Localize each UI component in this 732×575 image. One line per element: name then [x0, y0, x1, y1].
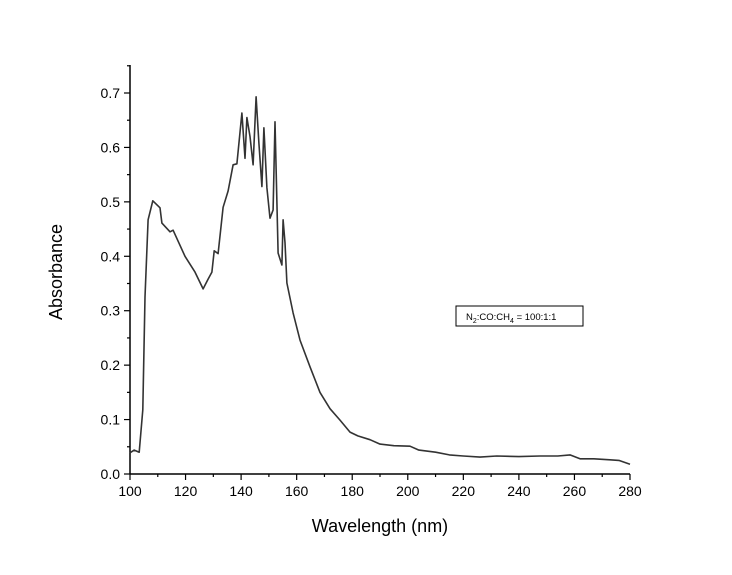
x-tick-label: 220: [452, 483, 476, 499]
y-tick-label: 0.4: [101, 248, 121, 264]
x-tick-label: 160: [285, 483, 309, 499]
x-tick-label: 240: [507, 483, 531, 499]
legend-box: [455, 305, 584, 327]
ticks: 100 120 140 160 180 200 220 240 260 280 0.0 0.1 0.2 0…: [101, 65, 642, 499]
legend-label: N2:CO:CH4 = 100:1:1: [466, 312, 556, 325]
y-tick-label: 0.3: [101, 303, 121, 319]
y-tick-label: 0.5: [101, 194, 121, 210]
x-tick-label: 200: [396, 483, 420, 499]
x-axis-label: Wavelength (nm): [312, 516, 448, 536]
x-tick-label: 260: [563, 483, 587, 499]
y-tick-label: 0.0: [101, 466, 121, 482]
x-tick-label: 120: [174, 483, 198, 499]
y-tick-label: 0.6: [101, 139, 121, 155]
series-line: [129, 96, 631, 465]
y-tick-label: 0.7: [101, 85, 121, 101]
x-tick-label: 100: [118, 483, 142, 499]
x-tick-label: 140: [229, 483, 253, 499]
legend: N2:CO:CH4 = 100:1:1: [455, 305, 584, 327]
axes: [129, 65, 630, 475]
x-tick-label: 280: [618, 483, 642, 499]
x-tick-label: 180: [341, 483, 365, 499]
y-tick-label: 0.1: [101, 412, 121, 428]
y-tick-label: 0.2: [101, 357, 121, 373]
y-axis-label: Absorbance: [46, 224, 66, 320]
